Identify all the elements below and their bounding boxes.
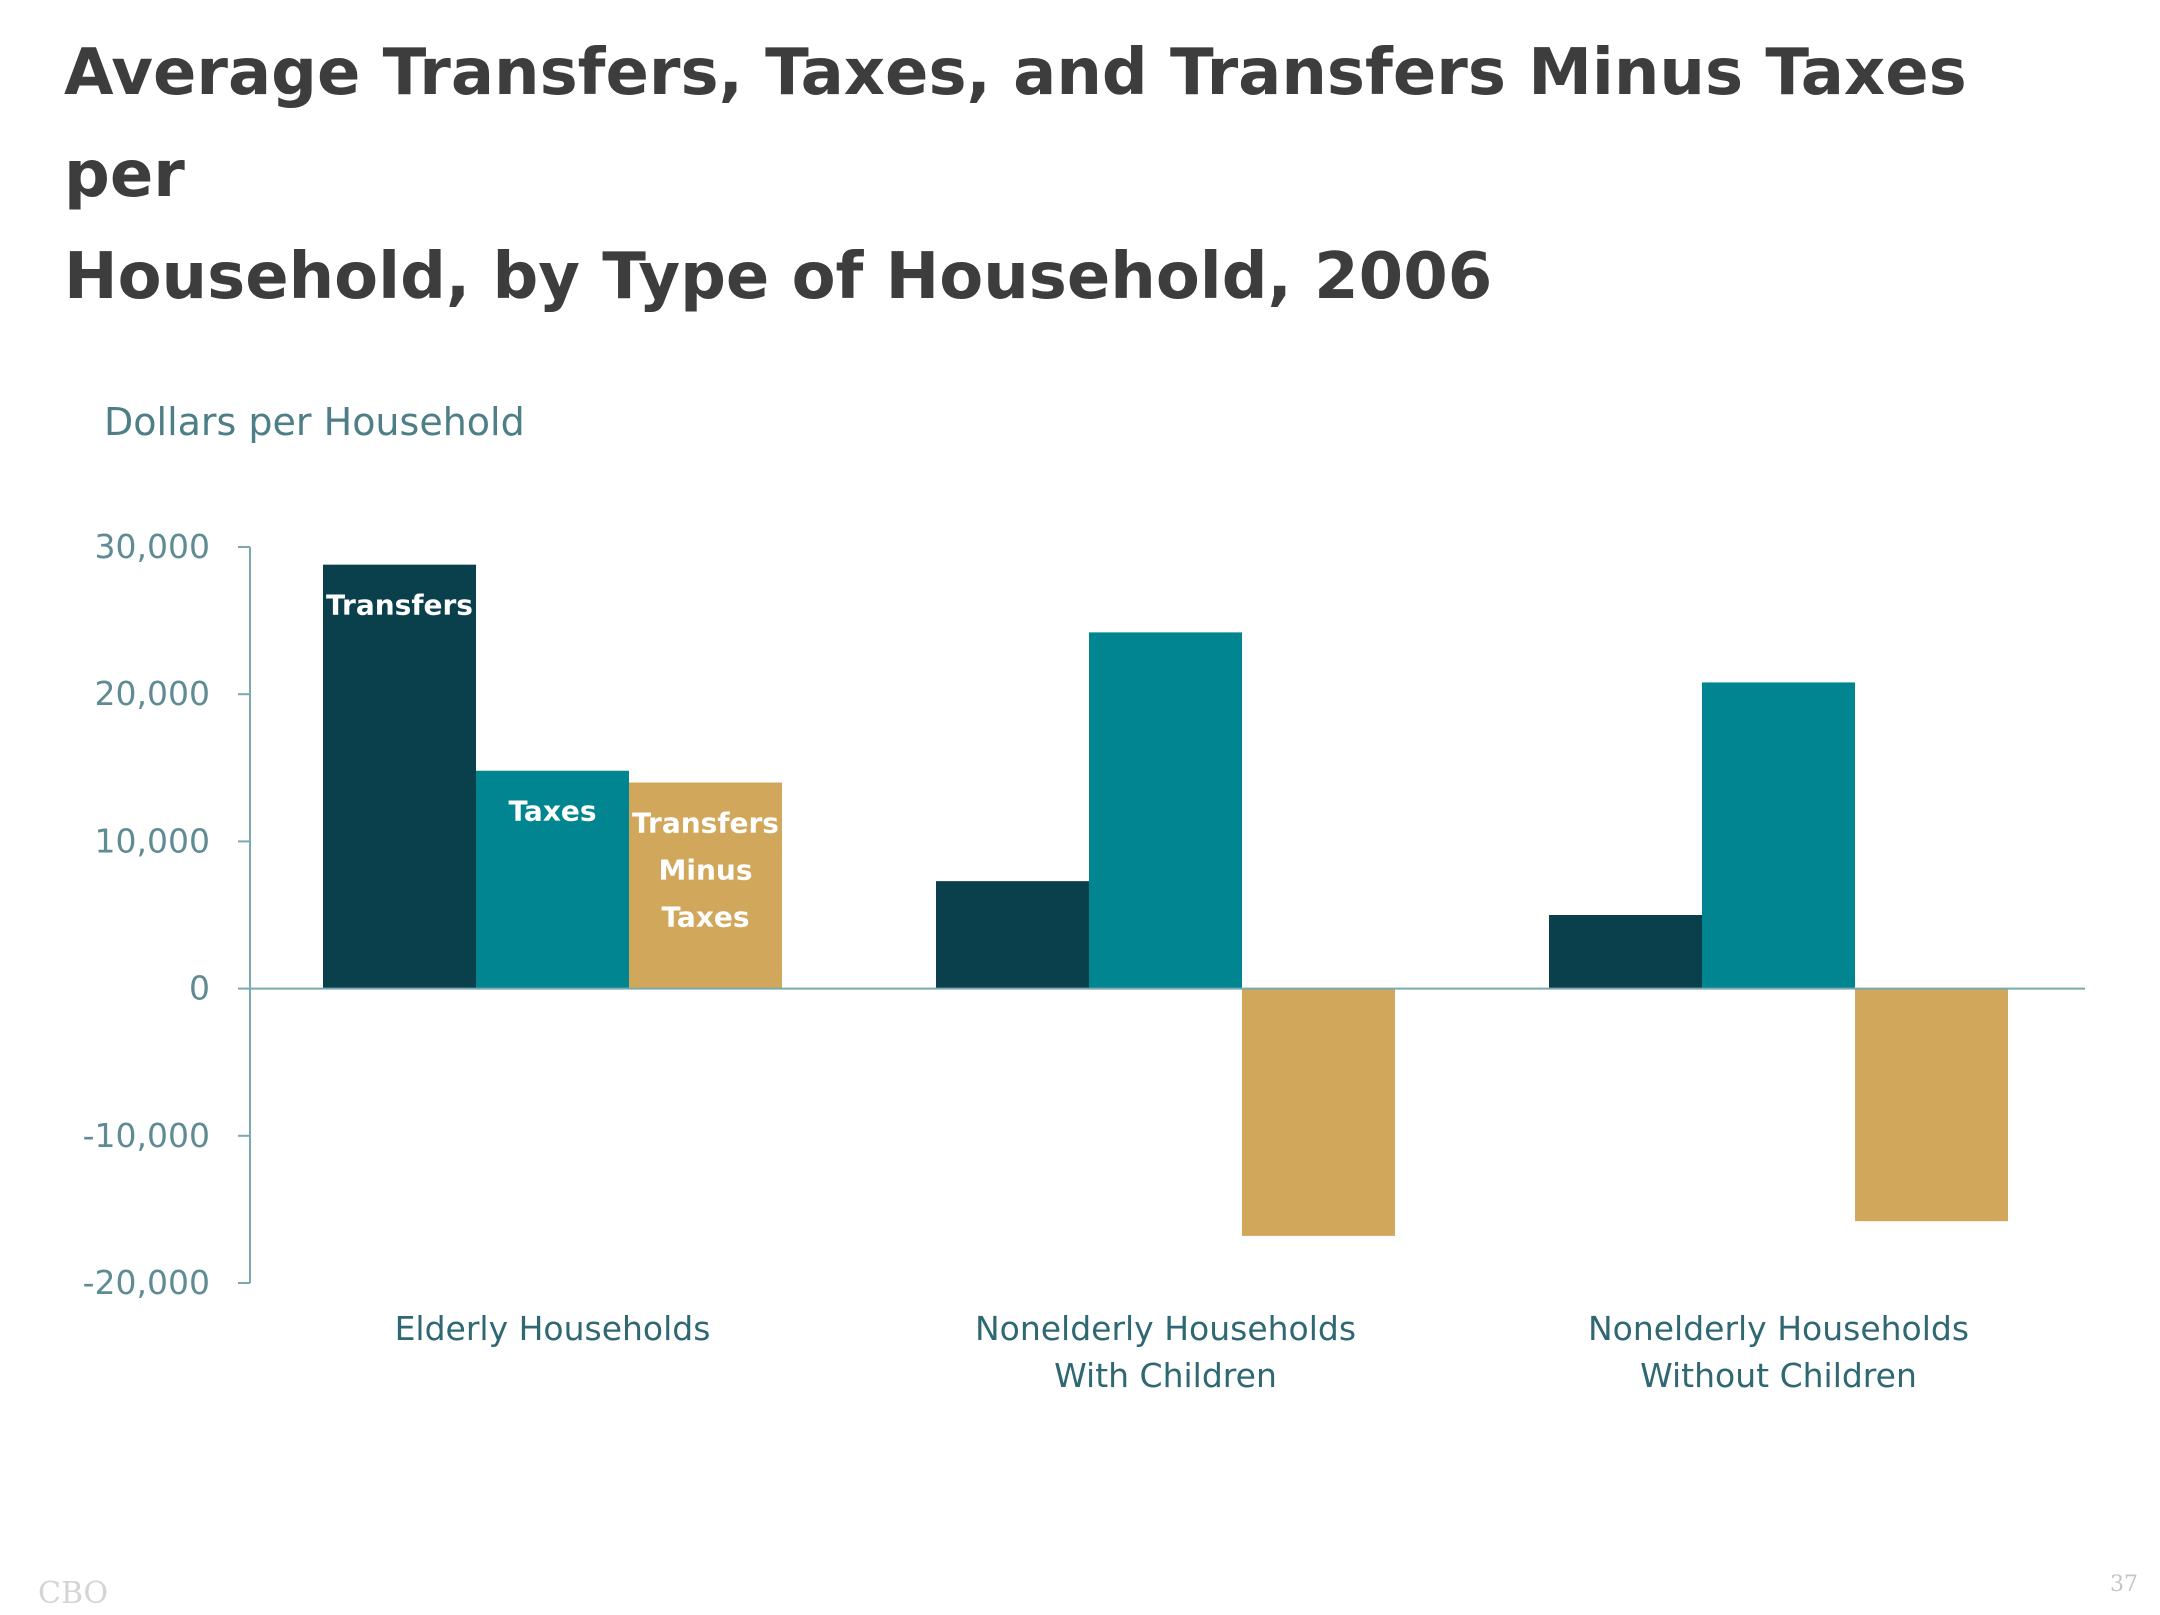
y-tick-label: -10,000 xyxy=(83,1116,210,1155)
category-label: Elderly Households xyxy=(395,1309,711,1348)
y-tick-label: 30,000 xyxy=(95,527,210,566)
series-label: Taxes xyxy=(508,795,596,828)
chart-title-line-2: Household, by Type of Household, 2006 xyxy=(64,240,1493,314)
bar-transfers xyxy=(1549,915,1702,989)
y-axis-label: Dollars per Household xyxy=(104,400,525,444)
series-label: Taxes xyxy=(661,901,749,934)
y-tick-label: 10,000 xyxy=(95,821,210,860)
bar-taxes xyxy=(1702,682,1855,989)
y-tick-label: -20,000 xyxy=(83,1263,210,1302)
bar-transfers-minus-taxes xyxy=(1242,988,1395,1236)
category-label: Without Children xyxy=(1640,1356,1917,1395)
bar-taxes xyxy=(1089,632,1242,989)
series-label: Minus xyxy=(659,854,753,887)
footer-page-number: 37 xyxy=(2110,1572,2138,1597)
bar-transfers-minus-taxes xyxy=(1855,988,2008,1222)
category-label: With Children xyxy=(1054,1356,1277,1395)
series-label: Transfers xyxy=(326,589,473,622)
chart-title: Average Transfers, Taxes, and Transfers … xyxy=(64,22,2064,328)
chart-title-line-1: Average Transfers, Taxes, and Transfers … xyxy=(64,36,1967,212)
bar-transfers xyxy=(323,564,476,989)
footer-source: CBO xyxy=(38,1576,109,1611)
bar-taxes xyxy=(476,770,629,989)
y-tick-label: 0 xyxy=(189,969,210,1008)
category-label: Nonelderly Households xyxy=(975,1309,1356,1348)
y-tick-label: 20,000 xyxy=(95,674,210,713)
series-label: Transfers xyxy=(632,807,779,840)
category-label: Nonelderly Households xyxy=(1588,1309,1969,1348)
bar-transfers-minus-taxes xyxy=(629,782,782,989)
bar-transfers xyxy=(936,881,1089,989)
